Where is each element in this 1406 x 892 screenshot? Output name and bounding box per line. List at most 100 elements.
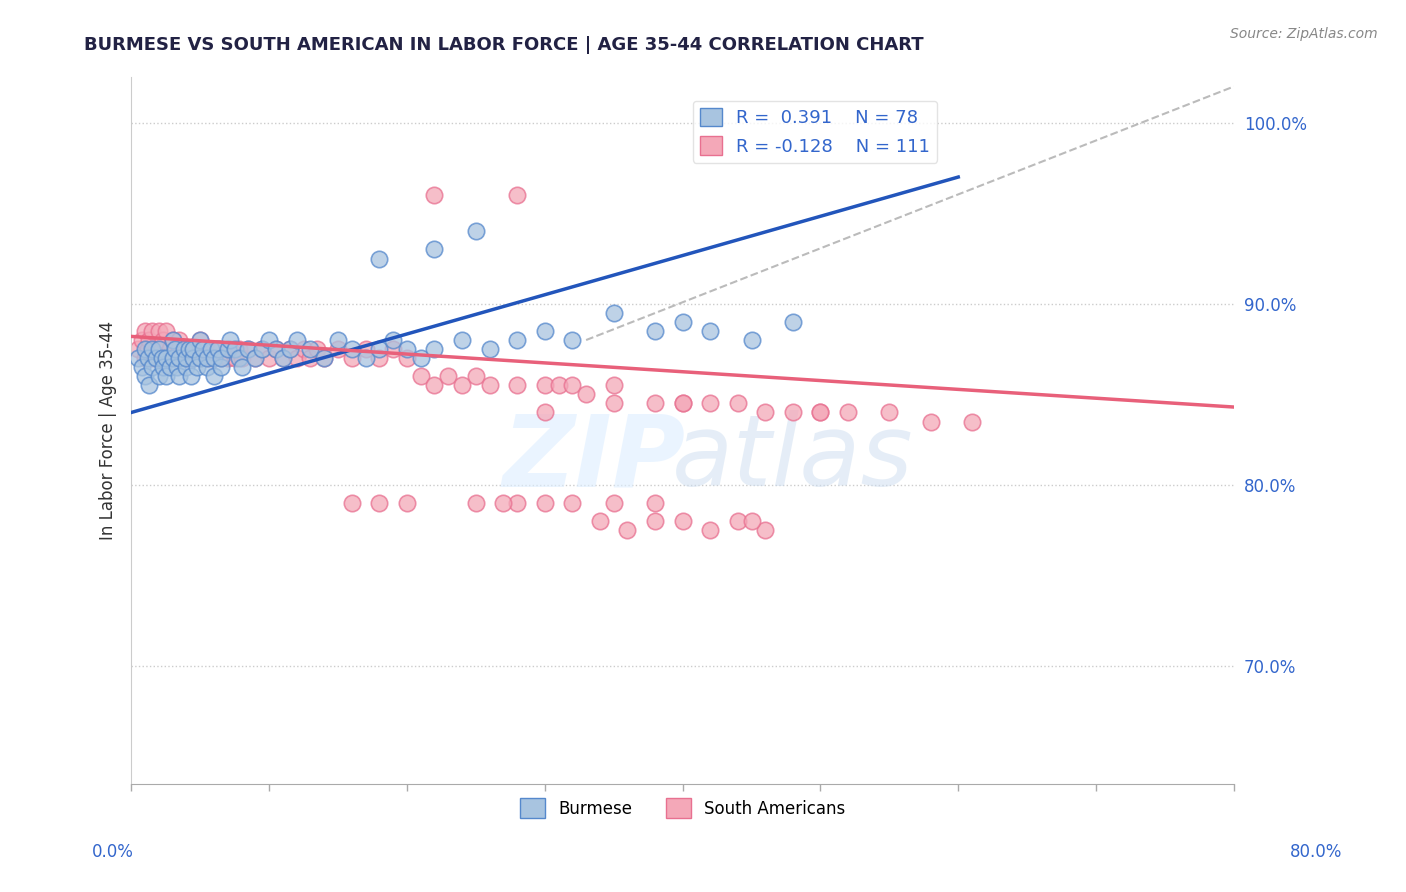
Point [340, 351, 363, 366]
Point [176, 360, 198, 375]
Point [150, 342, 173, 356]
Point [644, 324, 666, 338]
Point [219, 333, 242, 347]
Point [134, 324, 156, 338]
Point [200, 342, 222, 356]
Legend: Burmese, South Americans: Burmese, South Americans [513, 791, 852, 825]
Point [464, 224, 486, 238]
Point [492, 496, 515, 510]
Point [810, 405, 832, 419]
Text: Source: ZipAtlas.com: Source: ZipAtlas.com [1230, 27, 1378, 41]
Point [238, 342, 260, 356]
Point [202, 342, 225, 356]
Point [181, 351, 204, 366]
Point [231, 360, 253, 375]
Point [478, 378, 501, 392]
Point [159, 360, 181, 375]
Point [145, 351, 167, 366]
Point [186, 360, 208, 375]
Point [740, 333, 762, 347]
Point [217, 342, 239, 356]
Point [533, 324, 555, 338]
Point [148, 324, 170, 338]
Point [162, 351, 184, 366]
Point [138, 378, 160, 392]
Point [165, 342, 187, 356]
Point [155, 369, 177, 384]
Point [209, 351, 232, 366]
Y-axis label: In Labor Force | Age 35-44: In Labor Force | Age 35-44 [100, 321, 117, 541]
Point [299, 342, 322, 356]
Point [395, 351, 418, 366]
Point [395, 496, 418, 510]
Point [754, 523, 776, 537]
Point [257, 351, 280, 366]
Point [727, 514, 749, 528]
Point [188, 333, 211, 347]
Point [271, 351, 294, 366]
Point [699, 324, 721, 338]
Point [131, 333, 153, 347]
Point [264, 342, 287, 356]
Point [382, 333, 405, 347]
Point [307, 342, 329, 356]
Point [219, 342, 242, 356]
Point [671, 396, 693, 410]
Point [354, 351, 377, 366]
Point [159, 342, 181, 356]
Point [195, 342, 218, 356]
Point [271, 351, 294, 366]
Point [561, 496, 583, 510]
Point [180, 351, 202, 366]
Point [209, 342, 232, 356]
Point [264, 342, 287, 356]
Point [782, 405, 804, 419]
Point [169, 342, 191, 356]
Point [176, 351, 198, 366]
Point [131, 360, 153, 375]
Point [278, 342, 301, 356]
Point [561, 378, 583, 392]
Point [533, 496, 555, 510]
Point [209, 360, 232, 375]
Point [166, 351, 188, 366]
Point [202, 351, 225, 366]
Point [285, 333, 308, 347]
Point [148, 342, 170, 356]
Point [224, 342, 246, 356]
Point [423, 243, 446, 257]
Point [162, 333, 184, 347]
Point [228, 351, 250, 366]
Point [299, 351, 322, 366]
Point [195, 360, 218, 375]
Point [589, 514, 612, 528]
Point [616, 523, 638, 537]
Text: ZIP: ZIP [503, 410, 686, 508]
Point [134, 351, 156, 366]
Point [644, 514, 666, 528]
Point [250, 342, 273, 356]
Point [169, 351, 191, 366]
Point [575, 387, 598, 401]
Point [285, 351, 308, 366]
Point [245, 351, 267, 366]
Point [257, 333, 280, 347]
Text: 80.0%: 80.0% [1291, 843, 1343, 861]
Point [671, 315, 693, 329]
Point [195, 351, 218, 366]
Point [423, 342, 446, 356]
Point [238, 342, 260, 356]
Point [423, 188, 446, 202]
Point [152, 333, 174, 347]
Point [409, 351, 432, 366]
Point [186, 342, 208, 356]
Point [138, 333, 160, 347]
Point [179, 342, 201, 356]
Point [136, 342, 159, 356]
Point [782, 315, 804, 329]
Point [395, 342, 418, 356]
Point [464, 369, 486, 384]
Point [451, 378, 474, 392]
Point [166, 360, 188, 375]
Point [326, 333, 349, 347]
